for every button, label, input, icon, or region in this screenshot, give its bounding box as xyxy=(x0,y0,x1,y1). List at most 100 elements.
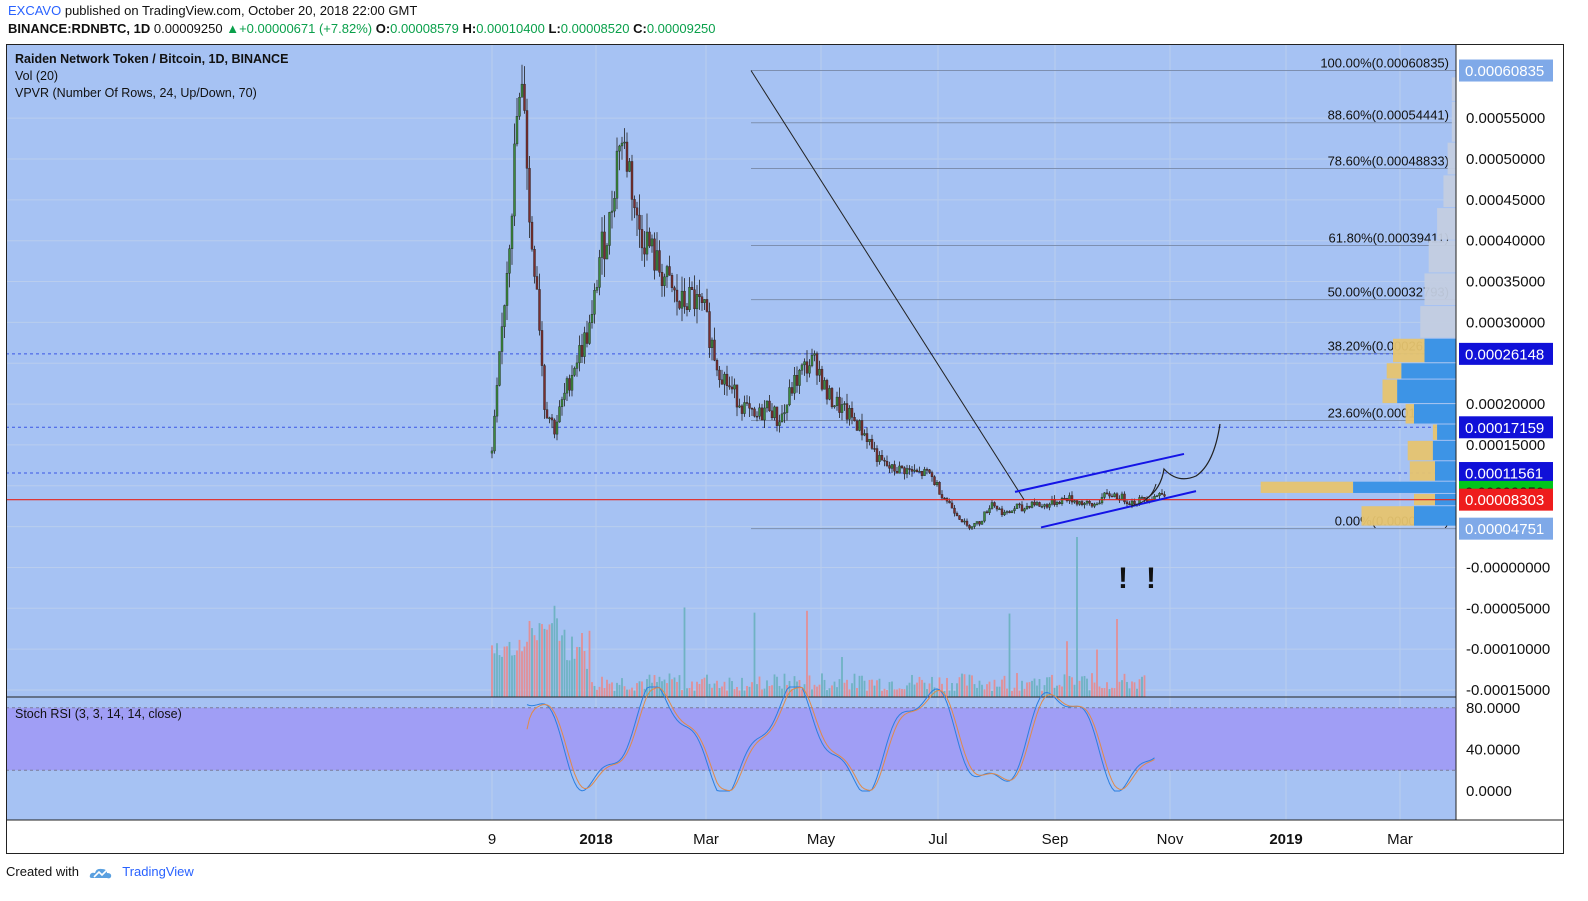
vpvr-bar-up-13 xyxy=(1407,440,1433,461)
candle-body xyxy=(560,399,564,407)
volume-bar xyxy=(883,688,886,697)
vpvr-bar-down-13 xyxy=(1432,440,1456,461)
tradingview-logo-icon xyxy=(89,868,111,878)
candle-body xyxy=(728,385,731,388)
volume-bar xyxy=(776,676,778,697)
volume-bar xyxy=(1038,679,1041,697)
volume-bar xyxy=(1051,674,1053,697)
candle-body xyxy=(1158,492,1161,497)
price-label-text-1: 0.00026148 xyxy=(1465,346,1544,363)
candle-body xyxy=(938,481,941,495)
candle-body xyxy=(900,465,904,469)
candle-body xyxy=(548,417,551,420)
high-label: H: xyxy=(462,21,477,36)
candle-body xyxy=(840,404,844,413)
candle-body xyxy=(648,231,651,247)
volume-bar xyxy=(791,688,793,697)
candle-body xyxy=(718,369,721,381)
candle-body xyxy=(913,469,916,472)
candle-body xyxy=(855,420,859,431)
candle-body xyxy=(1003,511,1006,516)
stoch-d-line xyxy=(526,687,1155,792)
candle-body xyxy=(953,507,956,514)
volume-bar xyxy=(881,690,883,697)
candle-body xyxy=(828,388,831,400)
fib-label-4: 50.00%(0.00032793) xyxy=(1328,285,1449,300)
vpvr-bar-down-11 xyxy=(1414,404,1456,424)
candle-body xyxy=(703,299,706,303)
candle-body xyxy=(490,450,494,454)
price-tick-label: 0.00045000 xyxy=(1466,192,1545,209)
candle-body xyxy=(723,373,726,385)
volume-bar xyxy=(806,610,808,697)
price-label-box-5 xyxy=(1459,488,1553,511)
candle-body xyxy=(805,361,809,374)
volume-bar xyxy=(1086,678,1088,697)
publish-header: EXCAVO published on TradingView.com, Oct… xyxy=(8,3,417,18)
candle-body xyxy=(1103,492,1106,498)
candle-body xyxy=(643,247,646,255)
volume-bar xyxy=(1126,681,1128,697)
candle-body xyxy=(928,469,931,473)
volume-bar xyxy=(1023,688,1026,697)
volume-bar xyxy=(763,688,766,697)
volume-bar xyxy=(721,686,723,697)
volume-bar xyxy=(558,640,561,697)
volume-bar xyxy=(1133,682,1136,697)
volume-bar xyxy=(1116,619,1118,697)
candle-body xyxy=(568,378,571,391)
volume-bar xyxy=(981,684,983,697)
volume-bar xyxy=(676,681,678,697)
candle-body xyxy=(963,520,966,523)
volume-bar xyxy=(631,687,633,697)
candle-body xyxy=(785,404,789,413)
candle-body xyxy=(653,238,656,271)
volume-bar xyxy=(816,686,818,697)
candle-body xyxy=(968,525,971,529)
volume-bar xyxy=(538,623,541,697)
volume-bar xyxy=(501,656,503,697)
volume-bar xyxy=(1081,676,1083,697)
x-tick-label-6: Nov xyxy=(1157,831,1184,848)
volume-bar xyxy=(618,684,621,697)
volume-bar xyxy=(543,628,546,697)
x-tick-label-4: Jul xyxy=(928,831,947,848)
x-tick-label-1: 2018 xyxy=(579,831,612,848)
volume-bar xyxy=(956,683,958,697)
candle-body xyxy=(575,362,579,369)
volume-bar xyxy=(958,677,961,697)
candle-body xyxy=(1028,505,1031,508)
volume-bar xyxy=(1053,687,1056,697)
candle-body xyxy=(700,296,704,303)
candle-body xyxy=(698,294,701,297)
candle-body xyxy=(883,459,886,462)
volume-bar xyxy=(928,683,931,697)
volume-bar xyxy=(523,646,526,697)
volume-bar xyxy=(986,684,988,697)
volume-bar xyxy=(573,658,576,697)
vpvr-bar-up-4 xyxy=(1437,208,1456,240)
volume-bar xyxy=(698,683,701,697)
volume-bar xyxy=(653,675,656,697)
volume-bar xyxy=(863,680,866,697)
volume-bar xyxy=(978,680,981,697)
volume-bar xyxy=(711,687,713,697)
candle-body xyxy=(1110,495,1114,498)
volume-bar xyxy=(526,641,528,697)
volume-bar xyxy=(868,679,871,697)
vpvr-bar-up-9 xyxy=(1386,363,1402,379)
candle-body xyxy=(895,470,899,474)
volume-bar xyxy=(536,640,538,697)
candle-body xyxy=(565,378,569,394)
downtrend-line xyxy=(750,70,1025,500)
volume-bar xyxy=(656,682,658,697)
volume-bar xyxy=(596,689,598,697)
volume-bar xyxy=(1071,677,1073,697)
tradingview-link[interactable]: TradingView xyxy=(122,864,194,879)
fib-label-1: 88.60%(0.00054441) xyxy=(1328,108,1449,123)
author-link[interactable]: EXCAVO xyxy=(8,3,62,18)
candle-body xyxy=(868,438,871,442)
candle-body xyxy=(708,311,711,348)
price-chart[interactable]: 100.00%(0.00060835) 88.60%(0.00054441) 78.… xyxy=(6,44,1564,854)
candle-body xyxy=(833,405,836,408)
